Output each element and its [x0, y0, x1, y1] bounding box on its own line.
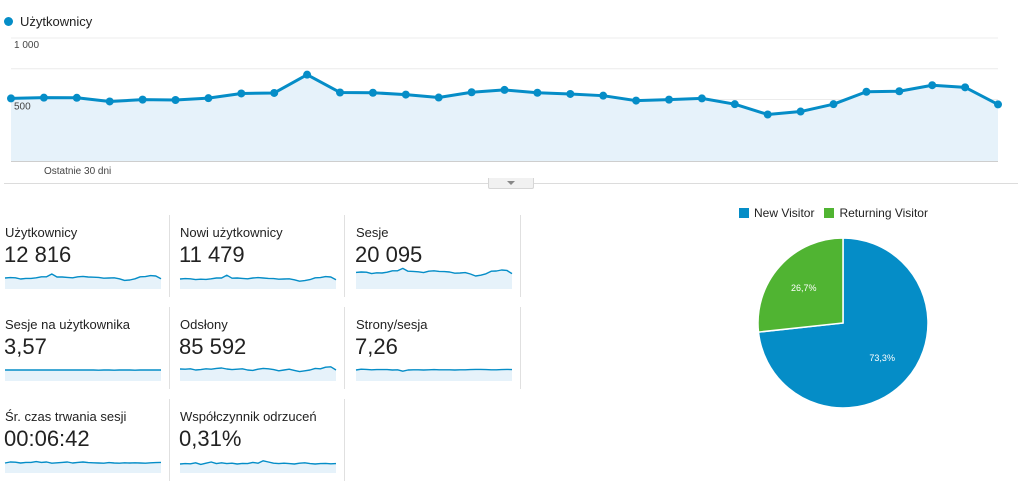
sparkline-line [4, 460, 162, 464]
metric-value: 7,26 [355, 334, 398, 359]
legend-swatch [739, 208, 749, 218]
pie-legend-item[interactable]: Returning Visitor [824, 206, 928, 220]
data-point[interactable] [270, 88, 279, 97]
users-line-chart[interactable]: 1 000 500 [0, 32, 1010, 164]
metric-sparkline [4, 273, 162, 289]
metric-value: 85 592 [179, 334, 247, 359]
data-point[interactable] [730, 100, 739, 109]
data-point[interactable] [665, 95, 673, 104]
data-point[interactable] [994, 100, 1002, 109]
metric-label: Strony/sesja [356, 317, 428, 332]
sparkline-line [4, 273, 162, 282]
data-point[interactable] [368, 88, 377, 97]
data-point[interactable] [928, 81, 937, 90]
metric-sparkline [179, 460, 337, 473]
sparkline-line [179, 274, 337, 282]
data-point[interactable] [434, 93, 443, 102]
metric-value: 3,57 [4, 334, 47, 359]
data-point[interactable] [204, 94, 213, 103]
sparkline-area [5, 461, 161, 473]
data-point[interactable] [533, 88, 542, 97]
data-point[interactable] [237, 89, 246, 98]
y-tick-label: 1 000 [14, 40, 39, 51]
data-point[interactable] [171, 95, 180, 104]
metric-sparkline [179, 366, 337, 381]
sparkline-area [5, 370, 161, 381]
metric-card[interactable]: Użytkownicy 12 816 [0, 215, 170, 297]
sparkline-line [179, 366, 337, 373]
date-range-label: Ostatnie 30 dni [44, 166, 112, 177]
series-color-dot [4, 17, 13, 26]
metric-label: Śr. czas trwania sesji [5, 409, 127, 424]
series-area [11, 74, 998, 161]
metric-label: Sesje [356, 225, 389, 240]
data-point[interactable] [895, 87, 904, 96]
data-point[interactable] [7, 94, 15, 103]
metric-value: 11 479 [179, 242, 245, 267]
data-point[interactable] [39, 93, 48, 102]
metric-value: 20 095 [355, 242, 423, 267]
data-point[interactable] [862, 87, 871, 96]
sparkline-area [356, 369, 512, 381]
data-point[interactable] [829, 100, 838, 109]
collapse-chart-button[interactable] [488, 178, 534, 189]
metric-card[interactable]: Odsłony 85 592 [175, 307, 345, 389]
metric-value: 0,31% [179, 426, 242, 451]
metric-label: Użytkownicy [5, 225, 78, 240]
metric-sparkline [4, 460, 162, 473]
visitor-type-pie-chart[interactable]: 73,3% 26,7% [755, 235, 931, 411]
pie-slice-label: 26,7% [791, 283, 817, 293]
metric-value: 12 816 [4, 242, 72, 267]
legend-swatch [824, 208, 835, 218]
sparkline-line [179, 460, 337, 466]
data-point[interactable] [303, 70, 312, 79]
sparkline-area [5, 274, 161, 289]
data-point[interactable] [336, 88, 344, 97]
data-point[interactable] [796, 107, 805, 116]
metric-label: Sesje na użytkownika [5, 317, 131, 332]
metric-sparkline [355, 368, 513, 381]
main-chart-legend[interactable]: Użytkownicy [4, 14, 92, 29]
metric-value: 00:06:42 [4, 426, 90, 451]
data-point[interactable] [599, 91, 608, 100]
data-point[interactable] [500, 85, 509, 94]
metric-sparkline [355, 267, 513, 289]
metric-card[interactable]: Sesje na użytkownika 3,57 [0, 307, 170, 389]
metric-card[interactable]: Śr. czas trwania sesji 00:06:42 [0, 399, 170, 481]
metric-label: Współczynnik odrzuceń [180, 409, 317, 424]
metric-card[interactable]: Strony/sesja 7,26 [351, 307, 521, 389]
metric-sparkline [5, 369, 161, 381]
data-point[interactable] [763, 110, 772, 119]
data-point[interactable] [697, 94, 706, 103]
metric-card[interactable]: Nowi użytkownicy 11 479 [175, 215, 345, 297]
metric-sparkline [179, 274, 337, 289]
data-point[interactable] [467, 88, 476, 97]
sparkline-area [180, 366, 336, 381]
sparkline-area [356, 268, 512, 289]
metric-card[interactable]: Współczynnik odrzuceń 0,31% [175, 399, 345, 481]
metric-label: Odsłony [180, 317, 228, 332]
sparkline-line [355, 368, 513, 372]
metric-label: Nowi użytkownicy [180, 225, 283, 240]
data-point[interactable] [401, 90, 410, 99]
legend-label: New Visitor [754, 206, 815, 220]
data-point[interactable] [632, 96, 641, 105]
metric-card[interactable]: Sesje 20 095 [351, 215, 521, 297]
data-point[interactable] [566, 89, 575, 98]
data-point[interactable] [72, 93, 81, 102]
data-point[interactable] [961, 83, 970, 92]
y-tick-label: 500 [14, 102, 31, 113]
main-chart-legend-label: Użytkownicy [20, 14, 93, 29]
legend-label: Returning Visitor [839, 206, 928, 220]
pie-legend-item[interactable]: New Visitor [739, 206, 814, 220]
sparkline-line [355, 267, 513, 277]
pie-slice-label: 73,3% [869, 353, 895, 363]
pie-slice[interactable] [757, 237, 844, 333]
chevron-down-icon [507, 181, 515, 185]
pie-legend: New Visitor Returning Visitor [739, 206, 938, 220]
data-point[interactable] [105, 97, 114, 106]
data-point[interactable] [138, 95, 147, 104]
